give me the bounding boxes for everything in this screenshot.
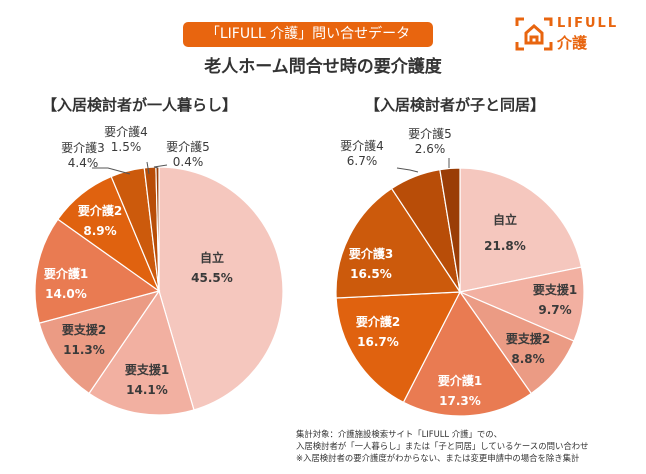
pie-slice [459, 167, 583, 293]
slice-value-label: 9.7% [538, 303, 571, 317]
page-title: 老人ホーム問合せ時の要介護度 [204, 57, 442, 77]
slice-value-label: 21.8% [484, 239, 526, 253]
slice-value-label: 1.5% [111, 140, 142, 154]
pie-slice [38, 290, 161, 395]
slice-category-label: 要介護3 [349, 246, 393, 261]
pie-slice [458, 266, 585, 342]
slice-category-label: 要介護5 [166, 139, 210, 154]
slice-value-label: 14.1% [126, 383, 168, 397]
logo-text-kaigo: 介護 [557, 34, 588, 52]
leader-line [153, 164, 168, 169]
pie-slice [335, 187, 462, 299]
slice-value-label: 0.4% [173, 155, 204, 169]
slice-category-label: 要介護4 [340, 138, 384, 153]
logo-text-lifull: LIFULL [557, 16, 619, 31]
chart-title-with-child: 【入居検討者が子と同居】 [365, 96, 546, 114]
leader-line [92, 167, 131, 175]
slice-category-label: 要介護5 [408, 126, 452, 141]
footnote: 集計対象：介護施設検索サイト「LIFULL 介護」での、 入居検討者が「一人暮ら… [296, 428, 588, 464]
slice-category-label: 要介護2 [78, 203, 122, 218]
slice-value-label: 2.6% [415, 142, 446, 156]
slice-category-label: 自立 [493, 212, 517, 227]
slice-value-label: 8.9% [83, 224, 116, 238]
slice-category-label: 要支援2 [506, 331, 550, 346]
footnote-line-3: ※入居検討者の要介護度がわからない、または変更申請中の場合を除き集計 [296, 453, 580, 463]
slice-category-label: 要介護1 [44, 266, 88, 281]
slice-value-label: 4.4% [68, 156, 99, 170]
slice-value-label: 6.7% [347, 154, 378, 168]
slice-category-label: 要支援2 [62, 322, 106, 337]
slice-value-label: 17.3% [439, 394, 481, 408]
slice-category-label: 要介護3 [61, 140, 105, 155]
slice-category-label: 要支援1 [533, 282, 577, 297]
house-frame-icon [515, 17, 553, 51]
slice-value-label: 8.8% [511, 352, 544, 366]
footnote-line-1: 集計対象：介護施設検索サイト「LIFULL 介護」での、 [296, 429, 502, 439]
pie-slice [335, 291, 462, 404]
slice-value-label: 14.0% [45, 287, 87, 301]
pie-slice [34, 218, 161, 324]
pie-chart-with-child: 自立 21.8% 要支援1 9.7% 要支援2 8.8% 要介護1 17.3% 要介護2 16.7… [335, 126, 585, 417]
slice-value-label: 11.3% [63, 343, 105, 357]
data-source-badge: 「LIFULL 介護」問い合せデータ [183, 22, 433, 47]
slice-value-label: 16.7% [357, 335, 399, 349]
pie-slice [402, 290, 533, 417]
leader-line [396, 167, 419, 173]
slice-category-label: 要介護2 [356, 314, 400, 329]
slice-value-label: 45.5% [191, 271, 233, 285]
pie-slice [439, 167, 461, 293]
slice-category-label: 要介護1 [438, 373, 482, 388]
slice-category-label: 要介護4 [104, 124, 148, 139]
pie-slice [158, 166, 284, 411]
pie-slice [88, 289, 195, 416]
pie-chart-alone: 自立 45.5% 要支援1 14.1% 要支援2 11.3% 要介護1 14.0% 要介護2 8.… [34, 124, 284, 416]
lifull-logo: LIFULL 介護 [515, 16, 635, 52]
footnote-line-2: 入居検討者が「一人暮らし」または「子と同居」しているケースの問い合わせ [296, 441, 589, 451]
slice-category-label: 要支援1 [125, 362, 169, 377]
slice-category-label: 自立 [200, 250, 224, 265]
leader-line [146, 161, 150, 175]
slice-value-label: 16.5% [350, 267, 392, 281]
chart-title-alone: 【入居検討者が一人暮らし】 [42, 96, 238, 114]
